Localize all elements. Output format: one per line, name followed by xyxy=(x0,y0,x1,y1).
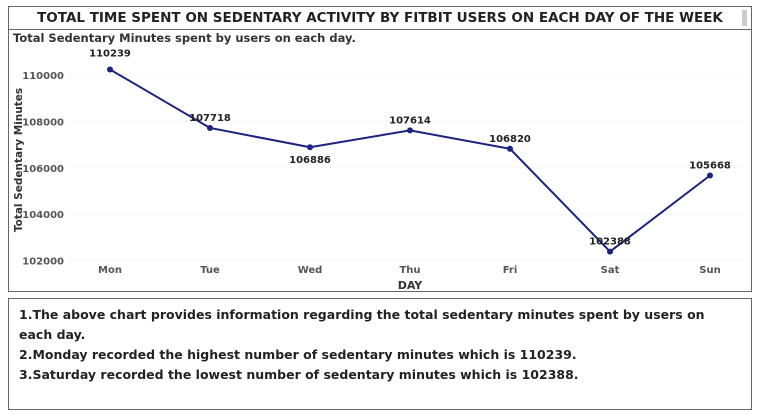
data-point xyxy=(207,124,213,131)
x-tick-label: Fri xyxy=(503,265,518,276)
data-point xyxy=(107,66,113,73)
x-axis-label: DAY xyxy=(398,279,424,292)
data-label: 106820 xyxy=(489,134,531,145)
data-point xyxy=(707,172,713,179)
data-point xyxy=(507,145,513,152)
data-point xyxy=(607,248,613,255)
y-tick-label: 104000 xyxy=(22,210,64,221)
chart-header-title: TOTAL TIME SPENT ON SEDENTARY ACTIVITY B… xyxy=(9,7,751,30)
data-label: 106886 xyxy=(289,155,331,166)
x-tick-label: Thu xyxy=(399,265,420,276)
y-tick-label: 102000 xyxy=(22,257,64,268)
y-tick-label: 108000 xyxy=(22,117,64,128)
x-tick-label: Sun xyxy=(699,265,720,276)
note-1: 1.The above chart provides information r… xyxy=(19,307,705,342)
chart-panel: TOTAL TIME SPENT ON SEDENTARY ACTIVITY B… xyxy=(8,6,752,292)
data-point xyxy=(307,144,313,151)
data-label: 110239 xyxy=(89,48,131,59)
data-point xyxy=(407,127,413,134)
x-tick-label: Tue xyxy=(200,265,220,276)
data-label: 107614 xyxy=(389,115,431,126)
x-tick-label: Wed xyxy=(298,265,323,276)
note-3: 3.Saturday recorded the lowest number of… xyxy=(19,367,579,382)
scrollbar[interactable] xyxy=(742,10,747,26)
y-tick-label: 106000 xyxy=(22,164,64,175)
chart-title: Total Sedentary Minutes spent by users o… xyxy=(13,31,356,45)
x-tick-label: Sat xyxy=(601,265,620,276)
data-label: 102388 xyxy=(589,237,631,248)
line-chart: 102000 104000 106000 108000 110000 Mon Tue Wed T… xyxy=(13,48,745,292)
x-tick-label: Mon xyxy=(98,265,122,276)
note-2: 2.Monday recorded the highest number of … xyxy=(19,347,577,362)
series-line xyxy=(109,68,711,253)
notes-box: 1.The above chart provides information r… xyxy=(8,298,752,410)
data-label: 105668 xyxy=(689,161,731,172)
y-axis-label: Total Sedentary Minutes xyxy=(13,88,25,232)
y-tick-label: 110000 xyxy=(22,71,64,82)
data-label: 107718 xyxy=(189,113,231,124)
